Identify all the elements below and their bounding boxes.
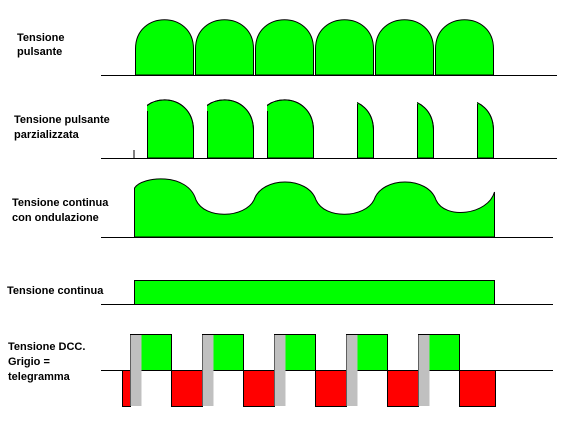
cut-pulse-outline — [267, 99, 314, 159]
low-phase — [171, 370, 203, 407]
pulse — [375, 19, 434, 76]
pulse — [135, 19, 194, 76]
low-phase — [387, 370, 419, 407]
cut-pulse-outline — [357, 102, 374, 159]
pulse — [255, 19, 314, 76]
cut-pulse — [477, 102, 494, 159]
label: pulsante — [17, 46, 62, 58]
telegram — [274, 335, 286, 406]
cut-pulse — [207, 99, 254, 159]
label: Grigio = — [8, 356, 50, 368]
cut-pulse-outline — [147, 99, 194, 159]
label: Tensione continua — [12, 197, 109, 209]
cut-pulse — [147, 99, 194, 159]
dc-level — [134, 280, 495, 305]
cut-pulse-outline — [477, 102, 494, 159]
low-phase — [459, 370, 496, 407]
label: Tensione DCC. — [8, 341, 85, 353]
label: con ondulazione — [12, 212, 99, 224]
label: telegramma — [8, 371, 71, 383]
label: Tensione continua — [7, 285, 104, 297]
label: Tensione pulsante — [14, 114, 110, 126]
cut-pulse — [417, 102, 434, 159]
cut-pulse — [267, 99, 314, 159]
cut-pulse — [357, 102, 374, 159]
pulse — [315, 19, 374, 76]
label: Tensione — [17, 32, 64, 44]
telegram — [418, 335, 430, 406]
telegram — [346, 335, 358, 406]
cut-pulse-outline — [417, 102, 434, 159]
rippled-wave — [134, 178, 495, 238]
pulse — [195, 19, 254, 76]
pulse — [435, 19, 494, 76]
low-phase — [315, 370, 347, 407]
low-phase — [243, 370, 275, 407]
low-phase — [122, 370, 131, 407]
label: parzializzata — [14, 129, 80, 141]
cut-pulse-outline — [207, 99, 254, 159]
telegram — [202, 335, 214, 406]
telegram — [130, 335, 142, 406]
